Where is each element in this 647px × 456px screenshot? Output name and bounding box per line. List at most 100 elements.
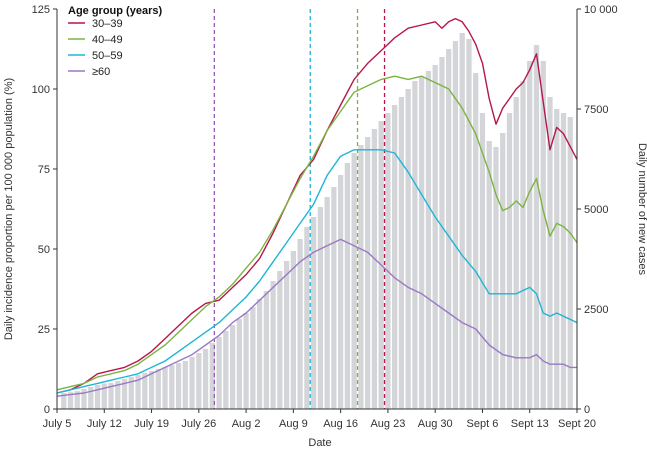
bar bbox=[277, 271, 283, 409]
bar bbox=[554, 109, 560, 409]
bar bbox=[81, 389, 87, 409]
y-axis-left-label: Daily incidence proportion per 100 000 p… bbox=[3, 78, 15, 340]
bar bbox=[506, 113, 513, 409]
x-tick-label: Aug 30 bbox=[418, 418, 453, 430]
bar bbox=[202, 349, 209, 409]
bar bbox=[297, 239, 303, 409]
axes: 0 25 50 75 100 125 0 2500 5000 7500 10 000 July 5 Ju… bbox=[32, 4, 618, 430]
x-tick-label: Aug 2 bbox=[232, 418, 261, 430]
legend: Age group (years) 30–39 40–49 50–59 ≥60 bbox=[68, 5, 162, 78]
bar bbox=[283, 261, 290, 409]
bar bbox=[567, 117, 573, 409]
bar bbox=[398, 97, 405, 409]
y-tick-label-left: 25 bbox=[38, 324, 50, 336]
y-tick-label-left: 75 bbox=[38, 164, 50, 176]
x-tick-label: July 19 bbox=[134, 418, 169, 430]
bar bbox=[479, 113, 486, 409]
bar bbox=[223, 331, 229, 409]
series-line bbox=[56, 149, 578, 394]
bar bbox=[229, 325, 236, 409]
bar bbox=[540, 61, 546, 409]
x-tick-label: July 5 bbox=[43, 418, 72, 430]
bar bbox=[520, 81, 526, 409]
bar bbox=[175, 363, 182, 409]
bar bbox=[74, 391, 80, 409]
legend-label: ≥60 bbox=[92, 66, 110, 78]
bar bbox=[115, 381, 121, 409]
bar bbox=[486, 141, 492, 409]
legend-label: 50–59 bbox=[92, 50, 123, 62]
bar bbox=[459, 33, 465, 409]
y-tick-label-left: 100 bbox=[32, 84, 50, 96]
bar bbox=[493, 147, 499, 409]
bar bbox=[216, 337, 222, 409]
bar bbox=[439, 57, 445, 409]
x-tick-label: July 26 bbox=[181, 418, 216, 430]
bar bbox=[250, 307, 256, 409]
bar bbox=[425, 71, 432, 409]
bar bbox=[270, 281, 276, 409]
y-tick-label-left: 125 bbox=[32, 4, 50, 16]
y-axis-right-label: Daily number of new cases bbox=[636, 143, 647, 276]
bar bbox=[169, 365, 175, 409]
bar bbox=[560, 113, 567, 409]
series-line bbox=[56, 238, 577, 397]
bar bbox=[547, 97, 553, 409]
bar bbox=[142, 373, 148, 409]
bar bbox=[317, 207, 324, 409]
legend-title: Age group (years) bbox=[68, 5, 162, 17]
bar bbox=[196, 353, 202, 409]
bar bbox=[121, 379, 128, 409]
bar bbox=[304, 227, 310, 409]
bar bbox=[500, 133, 506, 409]
bar bbox=[527, 61, 533, 409]
y-tick-label-right: 0 bbox=[584, 404, 590, 416]
bar bbox=[432, 65, 438, 409]
bar bbox=[94, 385, 101, 409]
bar bbox=[446, 49, 452, 409]
bar bbox=[189, 357, 195, 409]
bar bbox=[331, 187, 337, 409]
x-tick-label: Aug 9 bbox=[279, 418, 308, 430]
bar bbox=[263, 291, 269, 409]
bar bbox=[324, 197, 330, 409]
legend-label: 40–49 bbox=[92, 34, 123, 46]
bar bbox=[365, 137, 371, 409]
bar bbox=[513, 97, 519, 409]
bar bbox=[338, 175, 344, 409]
bar bbox=[256, 299, 263, 409]
x-tick-label: Sept 20 bbox=[558, 418, 596, 430]
bar bbox=[88, 387, 94, 409]
bar bbox=[405, 89, 411, 409]
bar bbox=[358, 145, 364, 409]
x-tick-label: Aug 23 bbox=[370, 418, 405, 430]
bar bbox=[419, 77, 425, 409]
bar bbox=[108, 383, 114, 409]
bar bbox=[290, 251, 296, 409]
bar bbox=[243, 313, 249, 409]
bar-series bbox=[61, 33, 573, 409]
bar bbox=[162, 367, 168, 409]
bar bbox=[61, 393, 67, 409]
x-tick-label: Sept 6 bbox=[467, 418, 499, 430]
y-tick-label-right: 10 000 bbox=[584, 4, 618, 16]
bar bbox=[128, 377, 134, 409]
bar bbox=[371, 129, 378, 409]
series-line bbox=[56, 75, 578, 391]
bar bbox=[182, 361, 188, 409]
bar bbox=[135, 375, 141, 409]
x-tick-label: Aug 16 bbox=[323, 418, 358, 430]
bar bbox=[385, 113, 391, 409]
bar bbox=[533, 45, 540, 409]
y-tick-label-left: 50 bbox=[38, 244, 50, 256]
bar bbox=[67, 392, 74, 409]
bar bbox=[344, 163, 351, 409]
y-tick-label-right: 7500 bbox=[584, 104, 608, 116]
y-tick-label-right: 5000 bbox=[584, 204, 608, 216]
bar bbox=[236, 319, 242, 409]
y-tick-label-right: 2500 bbox=[584, 304, 608, 316]
bar bbox=[310, 217, 317, 409]
bar bbox=[452, 41, 459, 409]
bar bbox=[412, 81, 418, 409]
